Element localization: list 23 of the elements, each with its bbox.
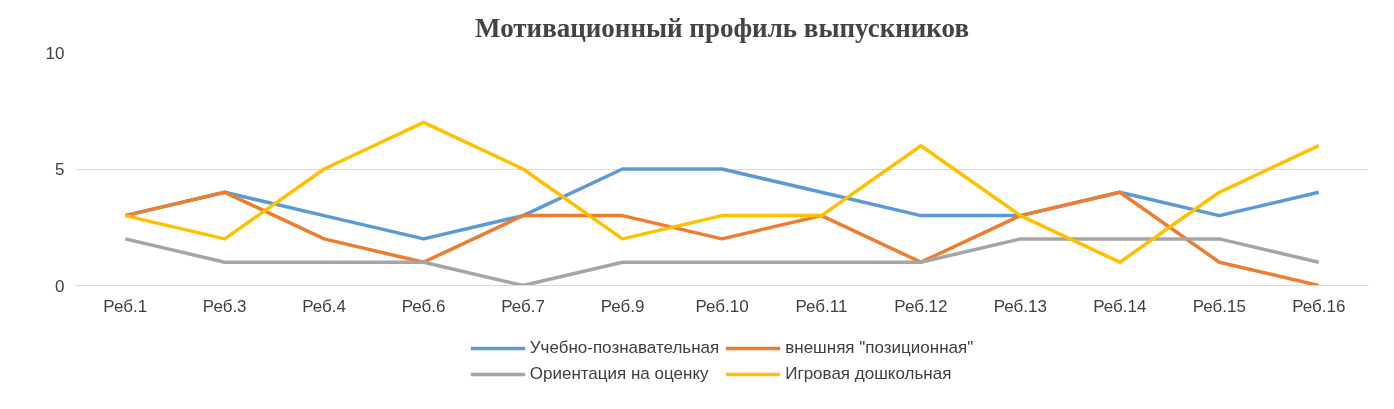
x-tick-label: Реб.11 <box>795 296 848 316</box>
x-tick-label: Реб.9 <box>600 296 645 316</box>
legend-label: Ориентация на оценку <box>529 363 709 384</box>
line-series <box>123 120 1321 264</box>
legend-label: Учебно-познавательная <box>529 337 720 358</box>
y-tick-label: 5 <box>55 160 65 179</box>
legend-label: внешняя "позиционная" <box>785 337 974 358</box>
x-tick-label: Реб.7 <box>501 296 545 316</box>
x-tick-label: Реб.14 <box>1093 296 1147 316</box>
x-tick-label: Реб.1 <box>103 296 148 316</box>
x-tick-label: Реб.4 <box>302 296 347 316</box>
x-tick-label: Реб.6 <box>401 296 446 316</box>
chart-title: Мотивационный профиль выпускников <box>475 12 969 43</box>
x-tick-label: Реб.13 <box>993 296 1048 316</box>
x-tick-label: Реб.15 <box>1192 296 1246 316</box>
y-tick-label: 10 <box>45 43 65 63</box>
line-series <box>123 190 1321 286</box>
legend-label: Игровая дошкольная <box>785 363 952 384</box>
x-tick-label: Реб.10 <box>695 296 749 316</box>
x-tick-label: Реб.16 <box>1292 296 1346 316</box>
x-tick-label: Реб.12 <box>894 296 948 316</box>
x-tick-label: Реб.3 <box>202 296 247 316</box>
y-tick-label: 0 <box>55 276 65 296</box>
